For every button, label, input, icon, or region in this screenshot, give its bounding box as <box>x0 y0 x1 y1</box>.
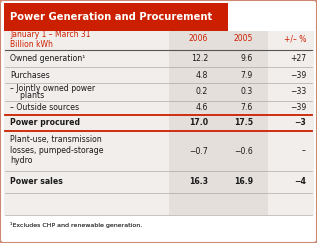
Text: Owned generation¹: Owned generation¹ <box>10 54 85 63</box>
Text: Power sales: Power sales <box>10 177 63 186</box>
Bar <box>169 31 268 215</box>
Text: Power procured: Power procured <box>10 119 80 128</box>
Text: ¹Excludes CHP and renewable generation.: ¹Excludes CHP and renewable generation. <box>10 222 142 228</box>
Text: Billion kWh: Billion kWh <box>10 41 53 50</box>
Text: −4: −4 <box>294 177 306 186</box>
Text: Plant-use, transmission: Plant-use, transmission <box>10 135 102 144</box>
Text: –: – <box>302 147 306 156</box>
Bar <box>228 3 310 31</box>
Text: – Jointly owned power: – Jointly owned power <box>10 84 95 94</box>
Text: −39: −39 <box>290 104 306 113</box>
Text: Purchases: Purchases <box>10 70 50 79</box>
Text: Power Generation and Procurement: Power Generation and Procurement <box>10 12 212 22</box>
Bar <box>4 3 228 31</box>
Text: 16.3: 16.3 <box>189 177 208 186</box>
Text: −39: −39 <box>290 70 306 79</box>
Text: −33: −33 <box>290 87 306 96</box>
Text: plants: plants <box>15 91 44 100</box>
Text: 7.9: 7.9 <box>241 70 253 79</box>
Bar <box>4 31 314 215</box>
Text: 2005: 2005 <box>234 35 253 43</box>
Text: −3: −3 <box>294 119 306 128</box>
Text: 4.6: 4.6 <box>196 104 208 113</box>
Bar <box>4 215 314 239</box>
Text: ¹Excludes CHP and renewable generation.: ¹Excludes CHP and renewable generation. <box>10 222 142 228</box>
Text: 12.2: 12.2 <box>191 54 208 63</box>
Text: +27: +27 <box>290 54 306 63</box>
Text: – Outside sources: – Outside sources <box>10 104 79 113</box>
Text: 17.5: 17.5 <box>234 119 253 128</box>
Text: losses, pumped-storage: losses, pumped-storage <box>10 146 103 155</box>
Text: 17.0: 17.0 <box>189 119 208 128</box>
Text: 7.6: 7.6 <box>241 104 253 113</box>
Text: 16.9: 16.9 <box>234 177 253 186</box>
Text: 9.6: 9.6 <box>241 54 253 63</box>
Text: +/– %: +/– % <box>284 35 306 43</box>
Text: 4.8: 4.8 <box>196 70 208 79</box>
Text: January 1 – March 31: January 1 – March 31 <box>10 31 90 40</box>
Text: 2006: 2006 <box>189 35 208 43</box>
Text: hydro: hydro <box>10 156 32 165</box>
Text: 0.2: 0.2 <box>196 87 208 96</box>
Text: −0.7: −0.7 <box>189 147 208 156</box>
Text: −0.6: −0.6 <box>234 147 253 156</box>
Text: 0.3: 0.3 <box>241 87 253 96</box>
